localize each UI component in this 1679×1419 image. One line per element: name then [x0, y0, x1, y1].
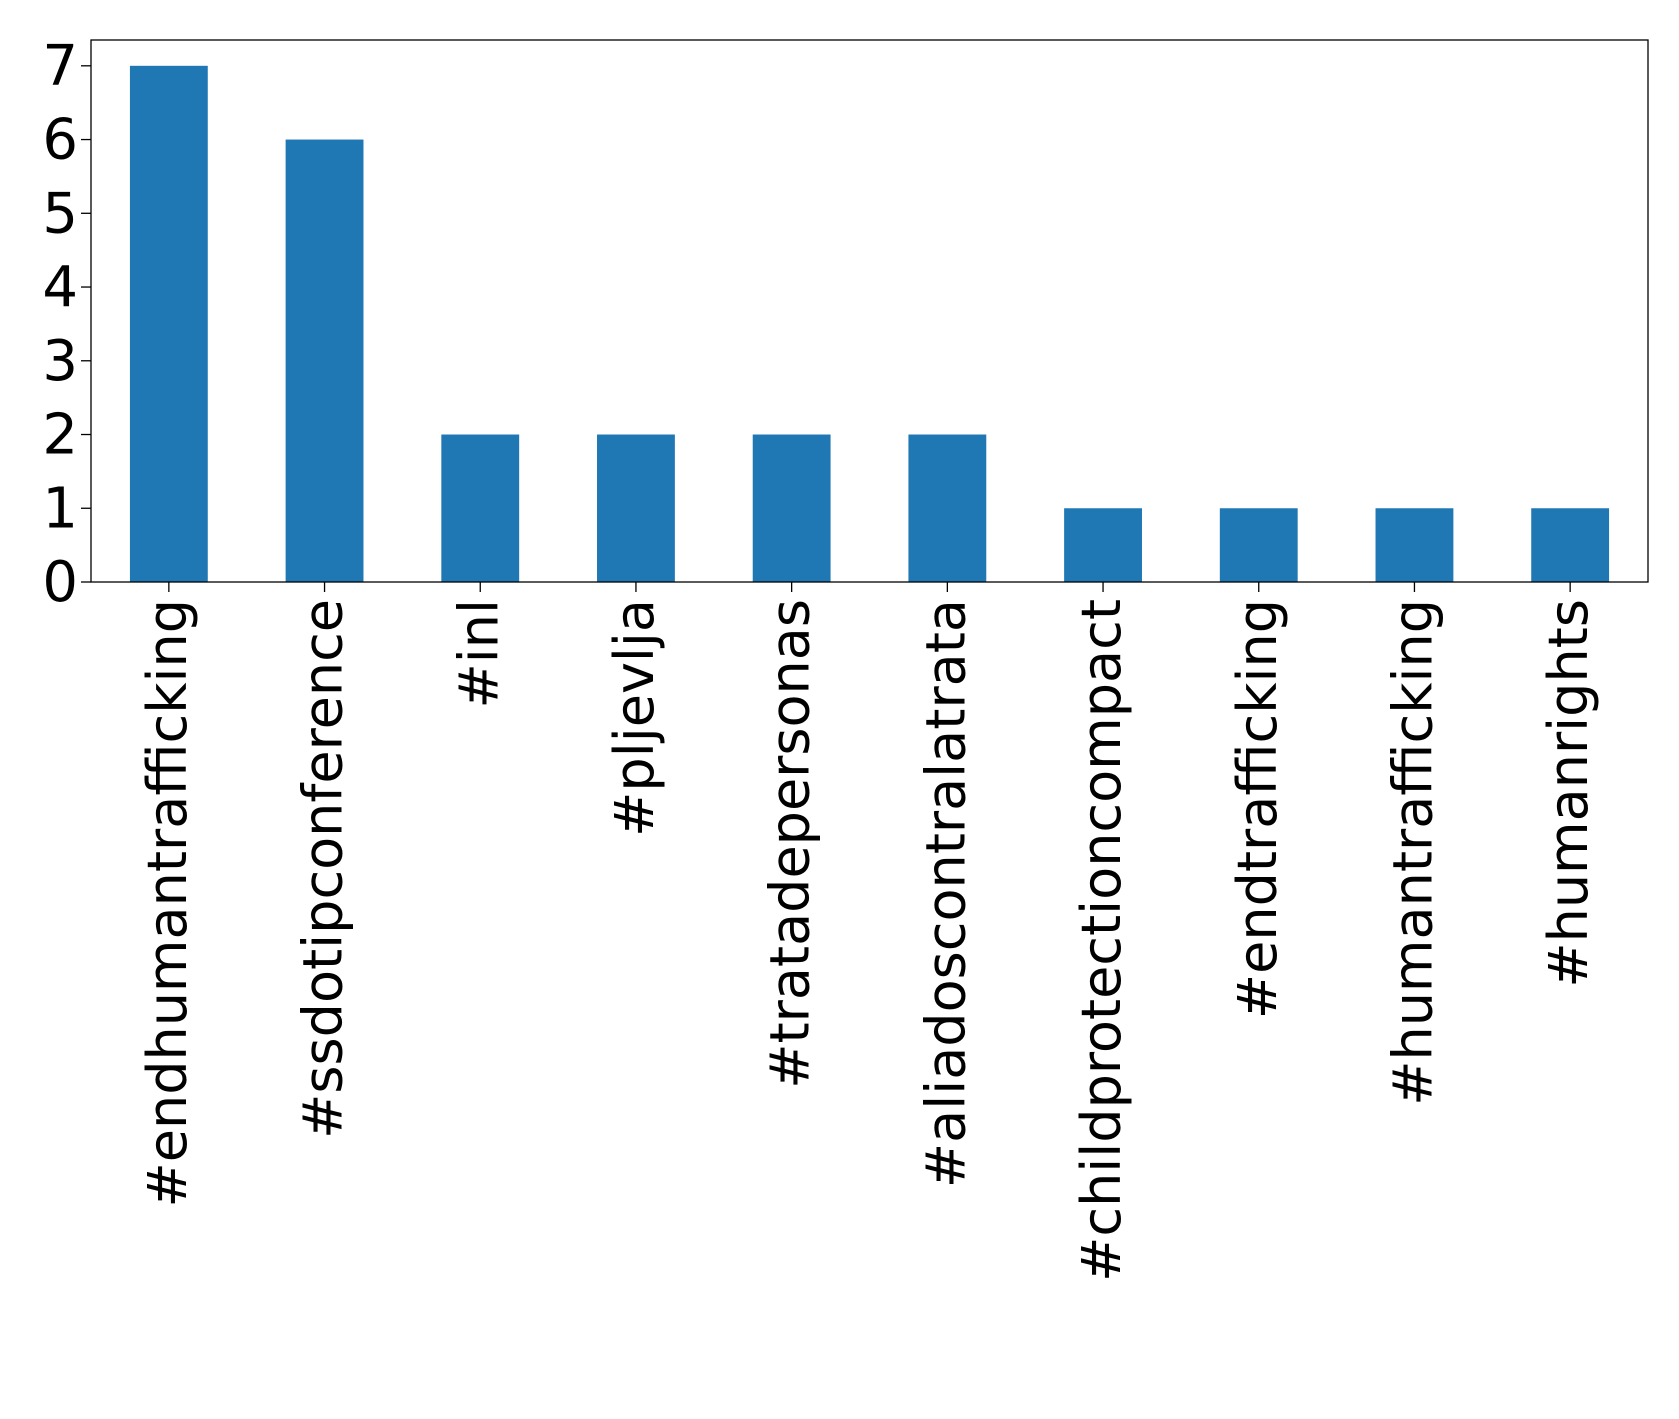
bar-inl	[441, 434, 520, 582]
bar-endhumantrafficking	[129, 65, 208, 583]
x-tick-label: #pljevlja	[603, 599, 666, 837]
y-axis: 0 1 2 3 4 5 6 7	[42, 34, 91, 615]
plot-frame	[90, 39, 1649, 583]
y-tick-label: 5	[42, 181, 78, 246]
y-tick-label: 2	[42, 403, 78, 468]
bar-ssdotipconference	[285, 139, 364, 582]
x-tick-label: #endtrafficking	[1226, 599, 1289, 1019]
y-tick-label: 6	[42, 108, 78, 173]
x-tick-label: #humanrights	[1537, 599, 1600, 988]
y-tick-label: 0	[42, 550, 78, 615]
bars-group	[129, 65, 1610, 583]
x-tick-label: #endhumantrafficking	[136, 599, 199, 1207]
x-tick-label: #aliadoscontralatrata	[914, 599, 977, 1188]
x-tick-label: #humantrafficking	[1381, 599, 1444, 1106]
bar-humanrights	[1531, 508, 1610, 582]
y-tick-label: 1	[42, 476, 78, 541]
bar-aliadoscontralatrata	[908, 434, 987, 582]
bar-humantrafficking	[1375, 508, 1454, 582]
y-tick-label: 3	[42, 329, 78, 394]
x-tick-label: #ssdotipconference	[292, 599, 355, 1139]
bar-endtrafficking	[1219, 508, 1298, 582]
x-tick-label: #childprotectioncompact	[1070, 599, 1133, 1282]
y-tick-label: 4	[42, 255, 78, 320]
bar-tratadepersonas	[752, 434, 831, 582]
y-tick-label: 7	[42, 34, 78, 99]
x-axis: #endhumantrafficking #ssdotipconference #i…	[136, 582, 1600, 1282]
bar-pljevlja	[597, 434, 675, 582]
bar-childprotectioncompact	[1064, 508, 1142, 582]
x-tick-label: #tratadepersonas	[759, 599, 822, 1089]
x-tick-label: #inl	[447, 599, 510, 708]
